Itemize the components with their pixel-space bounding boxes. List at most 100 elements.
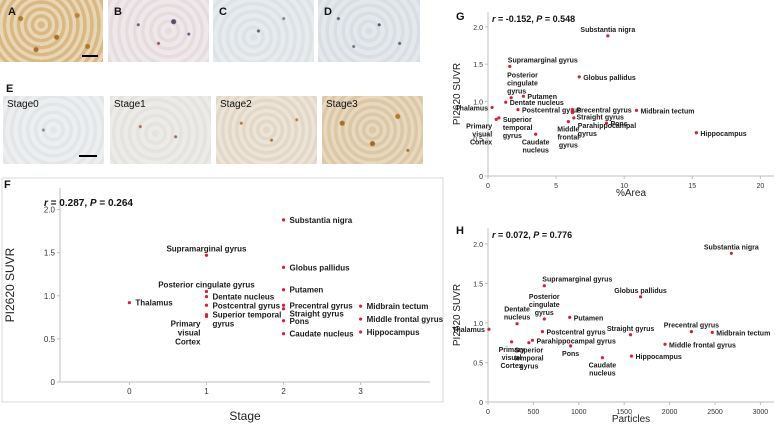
- data-point-straight-gyrus: [628, 333, 633, 337]
- panel-letter-h: H: [456, 225, 464, 237]
- data-point-thalamus: [487, 327, 491, 331]
- point-label-substantia-nigra: Substantia nigra: [580, 27, 635, 34]
- x-tick-label: 2000: [662, 409, 678, 416]
- x-tick-label: 15: [688, 183, 696, 190]
- point-label-postcentral-gyrus: Postcentral gyrus: [546, 330, 605, 337]
- y-tick-label: 1.0: [473, 321, 483, 328]
- y-tick-label: 2.0: [473, 242, 483, 249]
- point-label-hippocampus: Hippocampus: [635, 354, 681, 361]
- point-label-thalamus: Thalamus: [135, 299, 173, 308]
- stage-3-texture: [322, 96, 423, 164]
- data-point-hippocampus: [629, 354, 634, 358]
- point-label-straight-gyrus: Straight gyrus: [576, 115, 624, 122]
- panel-letter-g: G: [456, 11, 465, 23]
- data-point-primary-visual-cortex: [204, 314, 209, 319]
- data-point-posterior-cingulate-gyrus: [542, 317, 546, 321]
- chart-h-particles-vs-suvr: H 0 500 1000 1500 2000 2500 3000 0 0.5 1.0 1.5 2.0 Pa…: [452, 225, 774, 425]
- data-point-precentral-gyrus: [281, 303, 286, 307]
- point-label-precentral-gyrus: Precentral gyrus: [576, 108, 631, 115]
- correlation-annotation: r = -0.152, P = 0.548: [492, 14, 575, 24]
- data-point-postcentral-gyrus: [516, 108, 520, 112]
- data-point-middle-frontal-gyrus: [566, 119, 570, 124]
- data-point-midbrain-tectum: [634, 108, 639, 112]
- x-tick-label: 5: [554, 183, 558, 190]
- data-point-midbrain-tectum: [710, 330, 714, 334]
- data-point-posterior-cingulate-gyrus: [509, 96, 513, 100]
- correlation-annotation: r = 0.072, P = 0.776: [492, 230, 572, 240]
- x-tick-label: 1000: [571, 409, 587, 416]
- stage-0-label: Stage0: [7, 99, 39, 110]
- micrograph-b: B: [108, 0, 209, 62]
- point-label-hippocampus: Hippocampus: [700, 131, 746, 138]
- point-label-dentate-nucleus: Dentate nucleus: [510, 100, 564, 107]
- y-axis-label: PI2620 SUVR: [452, 63, 463, 125]
- point-label-globus-pallidus: Globus pallidus: [583, 75, 636, 82]
- data-point-supramarginal-gyrus: [542, 284, 546, 288]
- point-label-pons: Pons: [610, 121, 627, 128]
- data-point-putamen: [521, 94, 526, 98]
- x-tick-label: 20: [756, 183, 764, 190]
- point-label-posterior-cingulate-gyrus: Posterior cingulate gyrus: [158, 280, 255, 289]
- y-tick-label: 0: [479, 174, 483, 181]
- y-tick-label: 0.5: [473, 360, 483, 367]
- data-point-superior-temporal-gyrus: [527, 341, 531, 345]
- x-tick-label: 10: [620, 183, 628, 190]
- point-label-superior-temporal-gyrus: Superior temporal gyrus: [514, 348, 544, 371]
- point-label-globus-pallidus: Globus pallidus: [290, 263, 351, 272]
- y-tick-label: 1.0: [44, 292, 56, 301]
- micrograph-d-texture: [318, 0, 420, 62]
- data-point-straight-gyrus: [281, 307, 286, 311]
- panel-letter-c: C: [219, 6, 227, 18]
- data-point-substantia-nigra: [606, 34, 610, 38]
- data-point-pons: [281, 319, 286, 323]
- micrograph-d: D: [318, 0, 420, 62]
- point-label-postcentral-gyrus: Postcentral gyrus: [522, 108, 581, 115]
- data-point-straight-gyrus: [570, 111, 575, 115]
- data-point-globus-pallidus: [577, 75, 581, 79]
- stage-image-0: Stage0: [3, 96, 104, 164]
- data-point-posterior-cingulate-gyrus: [204, 289, 209, 294]
- panel-letter-f: F: [4, 179, 11, 191]
- data-point-pons: [569, 344, 573, 348]
- stage-2-texture: [216, 96, 317, 164]
- y-tick-label: 2.0: [473, 25, 483, 32]
- point-label-hippocampus: Hippocampus: [367, 328, 420, 337]
- micrograph-c-texture: [213, 0, 314, 62]
- point-label-precentral-gyrus: Precentral gyrus: [290, 301, 354, 310]
- panel-letter-b: B: [114, 6, 122, 18]
- data-point-postcentral-gyrus: [540, 330, 545, 334]
- data-point-supramarginal-gyrus: [204, 253, 209, 257]
- x-tick-label: 3000: [753, 409, 769, 416]
- scale-bar-a: [82, 55, 98, 57]
- x-tick-label: 0: [486, 409, 490, 416]
- stage-1-label: Stage1: [114, 99, 146, 110]
- stage-1-texture: [110, 96, 211, 164]
- data-point-primary-visual-cortex: [494, 117, 498, 121]
- data-point-parahippocampal-gyrus: [530, 338, 535, 342]
- x-tick-label: 2: [281, 387, 286, 396]
- x-axis-label: Stage: [229, 409, 261, 423]
- x-tick-label: 2500: [707, 409, 723, 416]
- y-tick-label: 0.5: [473, 137, 483, 144]
- y-tick-label: 0.5: [44, 335, 56, 344]
- point-label-primary-visual-cortex: Primary visual Cortex: [171, 319, 201, 346]
- data-point-middle-frontal-gyrus: [359, 317, 363, 321]
- x-tick-label: 500: [528, 409, 540, 416]
- micrograph-c: C: [213, 0, 314, 62]
- stage-0-texture: [3, 96, 104, 164]
- point-label-putamen: Putamen: [290, 286, 324, 295]
- data-point-supramarginal-gyrus: [508, 64, 512, 69]
- point-label-primary-visual-cortex: Primary visual Cortex: [466, 123, 492, 146]
- data-point-dentate-nucleus: [515, 322, 519, 326]
- point-label-supramarginal-gyrus: Supramarginal gyrus: [508, 57, 578, 64]
- point-label-substantia-nigra: Substantia nigra: [704, 244, 759, 251]
- point-label-superior-temporal-gyrus: Superior temporal gyrus: [212, 311, 281, 329]
- x-tick-label: 3: [358, 387, 363, 396]
- y-tick-label: 1.0: [473, 99, 483, 106]
- point-label-supramarginal-gyrus: Supramarginal gyrus: [166, 244, 247, 253]
- point-label-middle-frontal-gyrus: Middle frontal gyrus: [557, 127, 579, 150]
- point-label-superior-temporal-gyrus: Superior temporal gyrus: [503, 117, 533, 140]
- stage-2-label: Stage2: [220, 99, 252, 110]
- data-point-midbrain-tectum: [359, 304, 363, 308]
- y-axis-label: PI2620 SUVR: [452, 284, 463, 346]
